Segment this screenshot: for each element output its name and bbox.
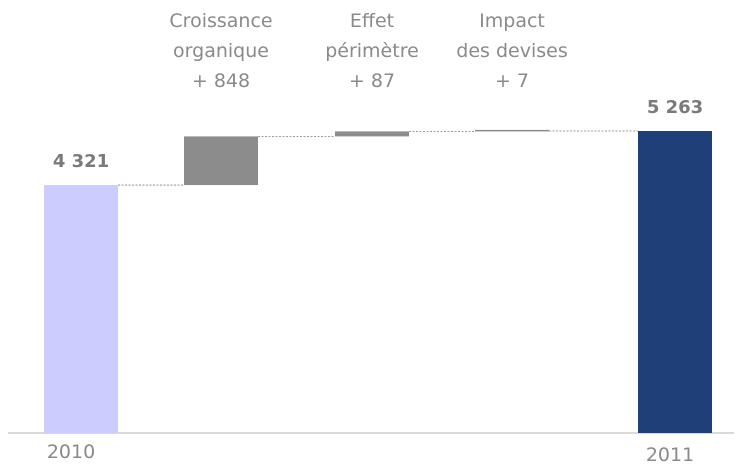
step-label-2-line-2: périmètre — [325, 40, 419, 62]
category-label-2011: 2011 — [646, 444, 694, 464]
step-label-2-line-1: Effet — [350, 10, 394, 32]
step-label-1-line-2: organique — [173, 40, 269, 62]
step-label-3-line-3: + 7 — [495, 70, 529, 92]
step-label-3-line-2: des devises — [456, 40, 567, 62]
step-label-1-line-1: Croissance — [169, 10, 272, 32]
step-label-3-line-1: Impact — [479, 10, 545, 32]
bar-2010 — [44, 185, 118, 433]
total-label-2011: 5 263 — [647, 97, 703, 118]
total-label-2010: 4 321 — [53, 151, 109, 172]
bar-effet-perimetre — [335, 131, 409, 137]
bar-impact-devises — [475, 129, 549, 132]
bar-2011 — [638, 131, 712, 433]
step-label-1-line-3: + 848 — [192, 70, 250, 92]
bar-croissance-organique — [184, 136, 258, 186]
category-label-2010: 2010 — [47, 441, 95, 463]
step-label-2-line-3: + 87 — [349, 70, 395, 92]
